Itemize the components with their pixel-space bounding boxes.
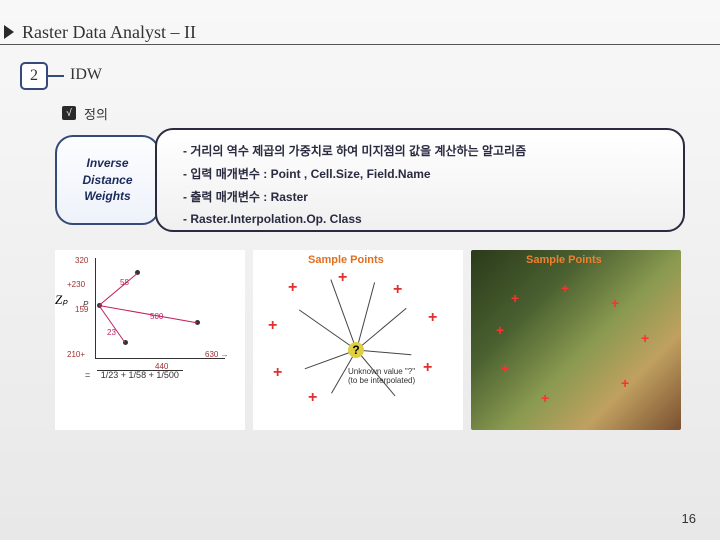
unknown-label: Unknown value "?"(to be interpolated): [348, 368, 415, 386]
detail-row-3: - 출력 매개변수 : Raster: [183, 186, 667, 209]
sample-points-label-1: Sample Points: [308, 254, 384, 266]
concept-line3: Weights: [82, 188, 132, 205]
y-axis: [95, 258, 96, 358]
title-bar: Raster Data Analyst – II: [0, 18, 720, 46]
ytick-1: +230: [67, 280, 85, 289]
check-icon: √: [62, 106, 76, 120]
surf-cross-2: +: [561, 280, 569, 296]
detail-box: - 거리의 역수 제곱의 가중치로 하여 미지점의 값을 계산하는 알고리즘 -…: [155, 128, 685, 232]
chevron-right-icon: [4, 25, 14, 39]
title-underline: [0, 44, 720, 45]
ytick-3: 210+: [67, 350, 85, 359]
cross-1: +: [288, 280, 297, 296]
surf-cross-3: +: [611, 295, 619, 311]
figure-area: Zₚ 320 +230 159 210+ 440 630 → P 58 500 …: [55, 250, 685, 450]
dist-line-2: [99, 305, 198, 323]
cross-7: +: [273, 365, 282, 381]
zp-symbol: Zₚ: [55, 292, 68, 308]
ytick-0: 320: [75, 256, 88, 265]
surf-cross-4: +: [641, 330, 649, 346]
dist-1: 58: [120, 278, 129, 287]
concept-box: Inverse Distance Weights: [55, 135, 160, 225]
page-number: 16: [682, 511, 696, 526]
detail-row-4: - Raster.Interpolation.Op. Class: [183, 208, 667, 231]
cross-6: +: [308, 390, 317, 406]
step-label: IDW: [70, 66, 102, 84]
concept-line1: Inverse: [82, 155, 132, 172]
concept-line2: Distance: [82, 172, 132, 189]
formula-figure: Zₚ 320 +230 159 210+ 440 630 → P 58 500 …: [55, 250, 245, 430]
surf-cross-8: +: [496, 322, 504, 338]
dist-2: 500: [150, 312, 163, 321]
ray-5: [356, 350, 411, 356]
eq-sign: =: [85, 370, 90, 380]
point-P: P: [83, 300, 88, 309]
detail-row-2: - 입력 매개변수 : Point , Cell.Size, Field.Nam…: [183, 163, 667, 186]
detail-row-1: - 거리의 역수 제곱의 가중치로 하여 미지점의 값을 계산하는 알고리즘: [183, 140, 667, 163]
equation: = 1/23 + 1/58 + 1/500: [85, 370, 183, 381]
page-title: Raster Data Analyst – II: [22, 22, 196, 43]
dist-line-3: [99, 305, 126, 342]
check-glyph: √: [66, 108, 72, 119]
cross-2: +: [338, 270, 347, 286]
surf-cross-5: +: [621, 375, 629, 391]
step-number: 2: [30, 67, 38, 85]
step-number-badge: 2: [20, 62, 48, 90]
cross-3: +: [393, 282, 402, 298]
cross-8: +: [268, 318, 277, 334]
surf-cross-1: +: [511, 290, 519, 306]
dist-line-1: [99, 273, 138, 306]
unknown-point: ?: [348, 342, 364, 358]
surf-cross-7: +: [501, 360, 509, 376]
definition-label: 정의: [84, 104, 108, 123]
scatter-figure: Sample Points + + + + + + + + ? Unknown …: [253, 250, 463, 430]
cross-5: +: [423, 360, 432, 376]
ray-4: [356, 308, 406, 351]
cross-4: +: [428, 310, 437, 326]
surf-cross-6: +: [541, 390, 549, 406]
surface-figure: Sample Points + + + + + + + +: [471, 250, 681, 430]
sample-points-label-2: Sample Points: [526, 254, 602, 266]
eq-denom: 1/23 + 1/58 + 1/500: [101, 370, 179, 380]
step-connector: [48, 75, 64, 77]
xtick-1: 630 →: [205, 350, 229, 359]
dist-3: 23: [107, 328, 116, 337]
